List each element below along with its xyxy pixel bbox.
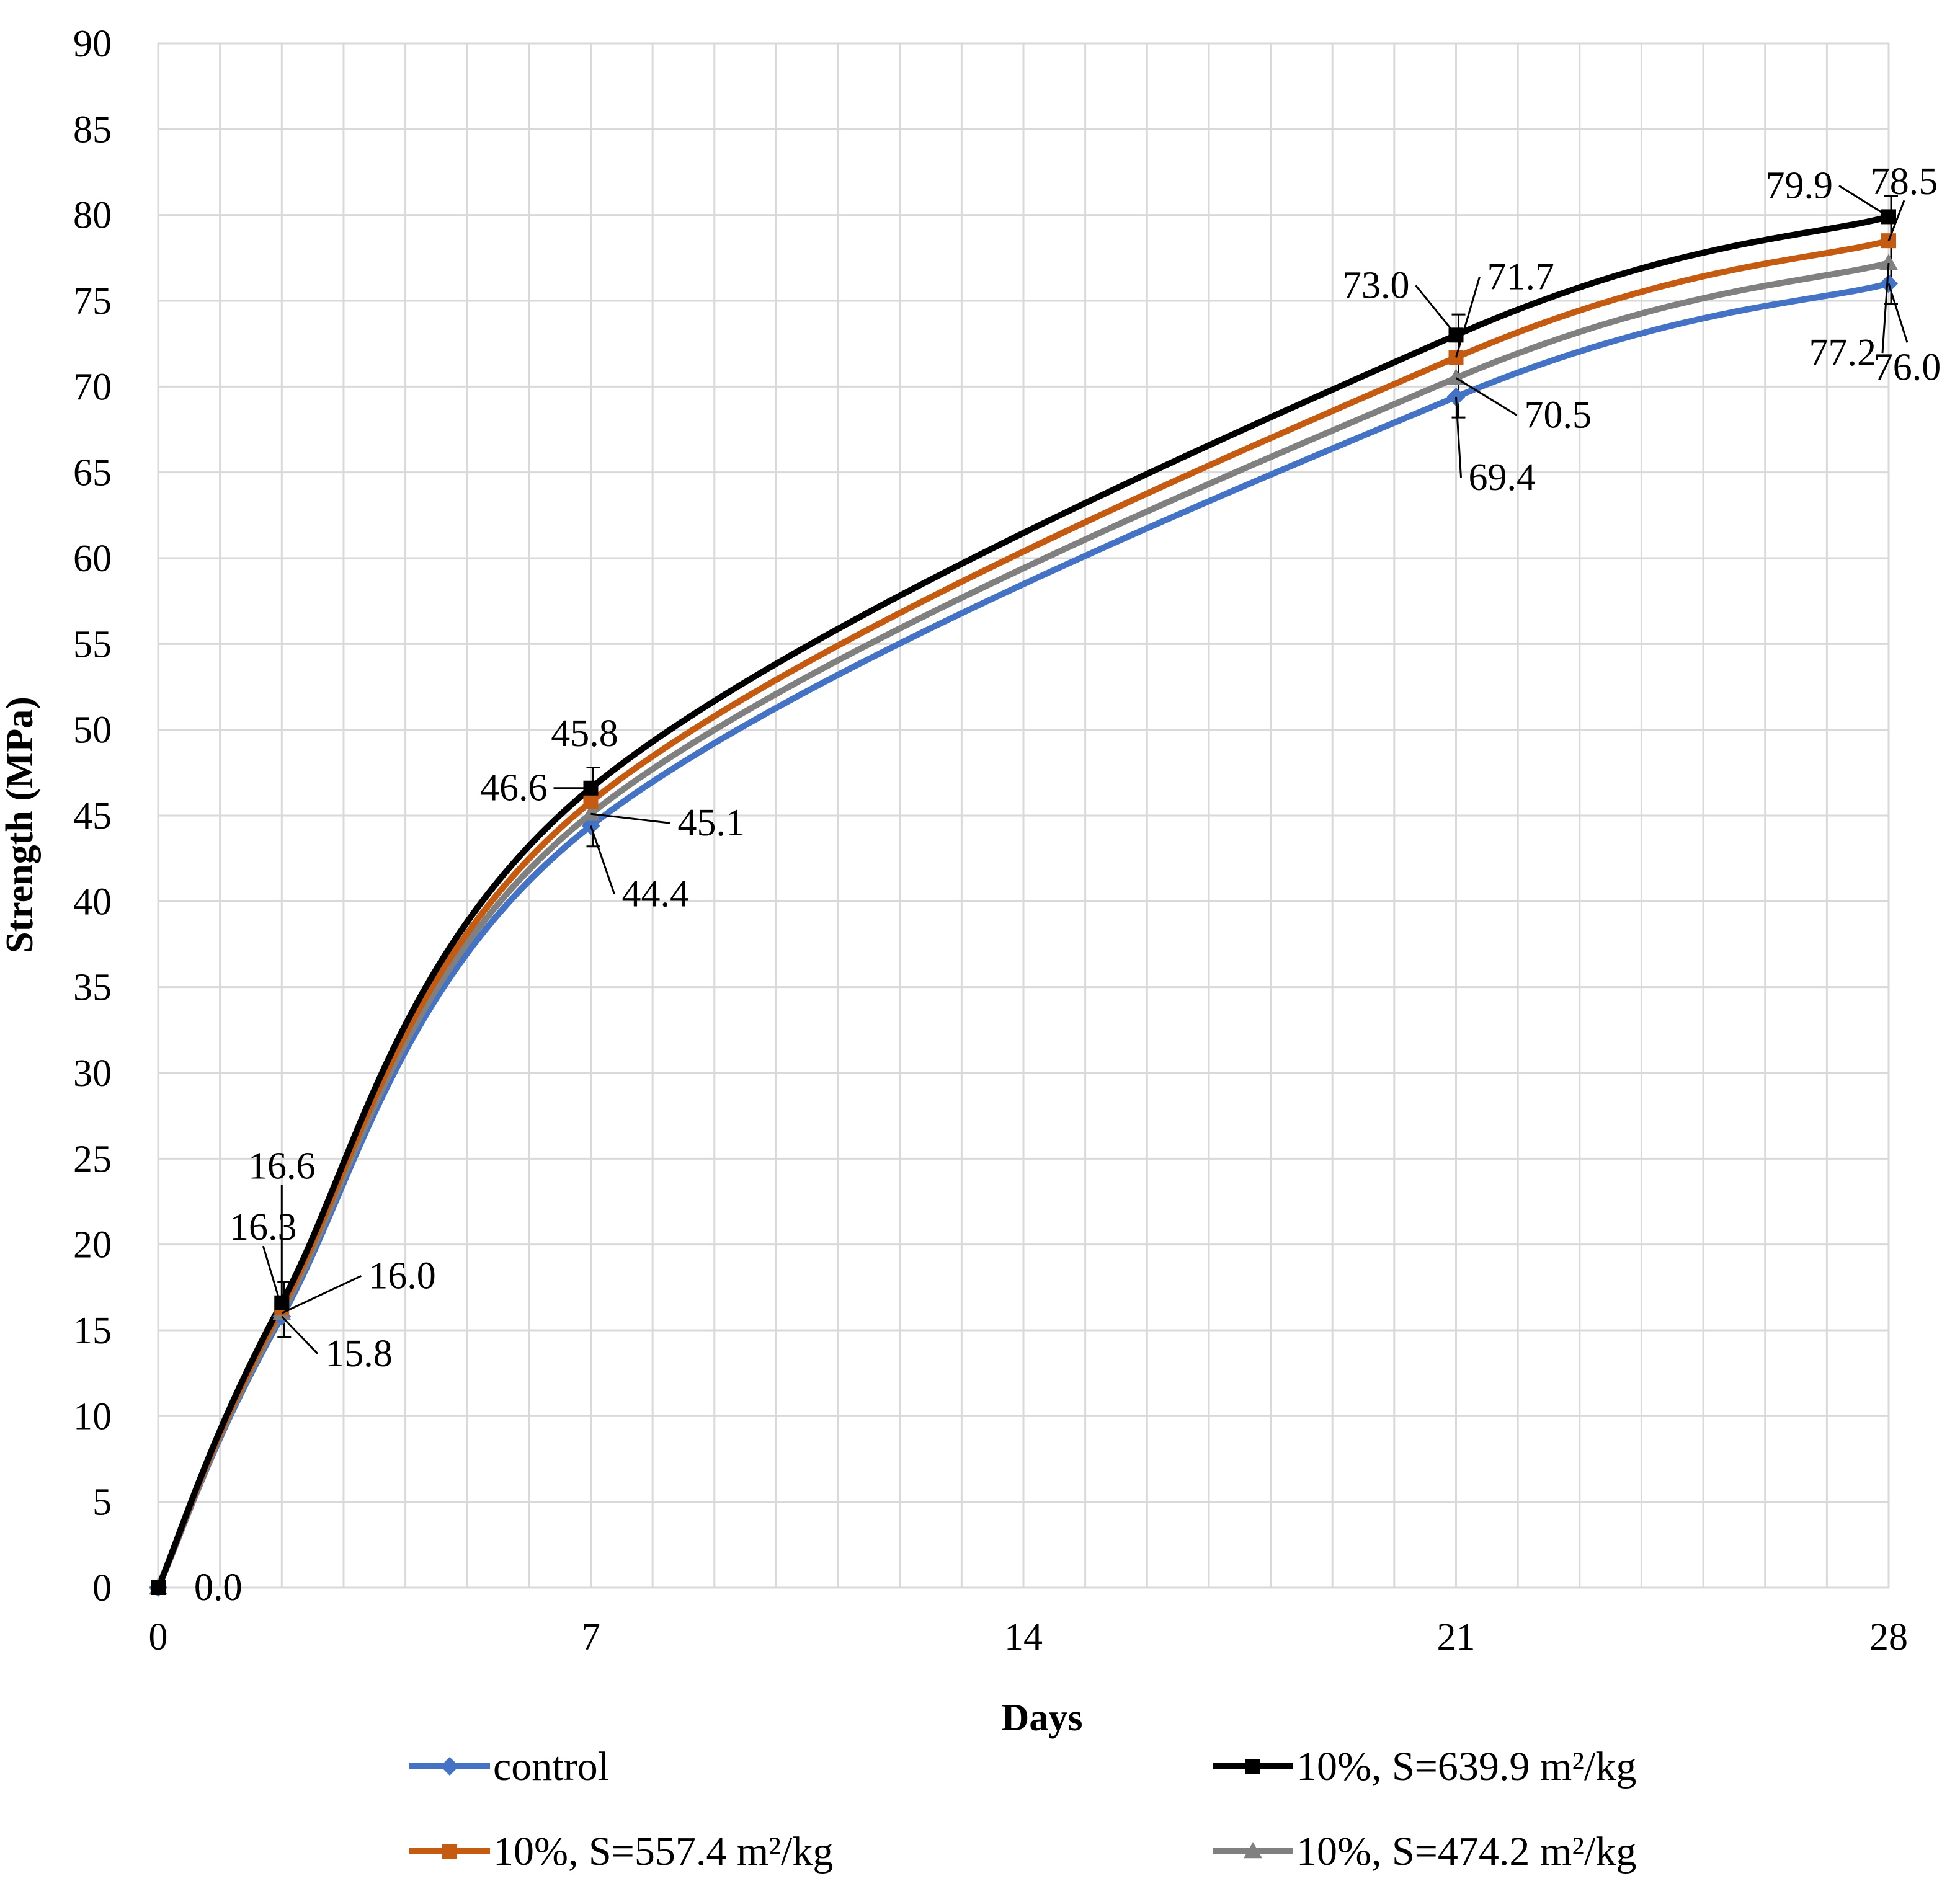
data-label: 16.0	[368, 1255, 436, 1297]
y-tick-label: 30	[73, 1052, 112, 1095]
data-label: 0.0	[194, 1567, 243, 1609]
series-lines	[155, 213, 1892, 1591]
data-label: 77.2	[1809, 332, 1877, 374]
y-tick-label: 60	[73, 538, 112, 580]
label-leader	[590, 812, 670, 824]
y-tick-label: 50	[73, 709, 112, 752]
y-tick-label: 80	[73, 195, 112, 237]
legend-label: 10%, S=639.9 m²/kg	[1296, 1744, 1636, 1789]
y-tick-label: 55	[73, 623, 112, 665]
label-leader	[1887, 200, 1905, 241]
x-tick-label: 0	[149, 1616, 168, 1658]
data-label: 45.8	[551, 713, 618, 755]
y-tick-label: 40	[73, 881, 112, 923]
y-tick-label: 90	[73, 23, 112, 65]
y-axis-title: Strength (MPa)	[0, 696, 41, 953]
x-tick-label: 14	[1004, 1616, 1043, 1658]
data-point	[1879, 254, 1898, 270]
data-point	[151, 1580, 166, 1595]
legend: control 10%, S=639.9 m²/kg 10%, S=557.4 m²…	[409, 1744, 1636, 1874]
label-leader	[262, 1245, 283, 1309]
y-tick-label: 15	[73, 1310, 112, 1352]
data-point	[581, 804, 600, 821]
data-labels: 0.00.00.00.016.616.316.015.845.846.645.1…	[194, 161, 1941, 1609]
x-tick-label: 21	[1437, 1616, 1476, 1658]
y-tick-label: 75	[73, 280, 112, 322]
data-label: 44.4	[622, 873, 690, 915]
data-label: 69.4	[1469, 456, 1536, 499]
y-tick-label: 65	[73, 452, 112, 494]
legend-swatch-marker	[1244, 1842, 1262, 1859]
data-label: 73.0	[1342, 264, 1410, 306]
data-label: 71.7	[1487, 256, 1555, 298]
label-leader	[1415, 285, 1457, 336]
legend-label: control	[493, 1744, 609, 1789]
legend-label: 10%, S=474.2 m²/kg	[1296, 1829, 1636, 1874]
data-point	[583, 794, 599, 809]
y-tick-label: 25	[73, 1138, 112, 1180]
y-tick-label: 10	[73, 1395, 112, 1438]
label-leader	[281, 1274, 362, 1314]
y-tick-label: 0	[92, 1567, 112, 1609]
data-label: 0.0	[194, 1567, 243, 1609]
legend-swatch-marker	[442, 1844, 457, 1859]
data-label: 45.1	[678, 802, 746, 844]
data-label: 79.9	[1766, 164, 1833, 207]
data-label: 15.8	[325, 1333, 393, 1375]
x-tick-label: 28	[1869, 1616, 1908, 1658]
data-label: 46.6	[480, 767, 548, 809]
legend-label: 10%, S=557.4 m²/kg	[493, 1829, 833, 1874]
label-leader	[1887, 283, 1909, 343]
label-leader	[1881, 263, 1890, 354]
label-leader	[1455, 377, 1518, 416]
y-axis-ticks: 0 5 10 15 20 25 30 35 40 45 50 55 60 65 70 75 80 85 90	[73, 23, 112, 1609]
x-axis-ticks: 0 7 14 21 28	[149, 1616, 1909, 1658]
data-label: 0.0	[194, 1567, 243, 1609]
x-axis-title: Days	[1002, 1697, 1083, 1739]
label-leader	[1838, 185, 1889, 218]
data-label: 78.5	[1871, 161, 1938, 203]
data-label: 0.0	[194, 1567, 243, 1609]
y-tick-label: 20	[73, 1224, 112, 1266]
data-label: 70.5	[1525, 394, 1592, 437]
label-leader	[590, 825, 615, 895]
gridlines	[157, 42, 1890, 1589]
label-leader	[281, 1315, 319, 1354]
y-tick-label: 5	[92, 1482, 112, 1524]
legend-swatch-marker	[1245, 1759, 1260, 1774]
y-tick-label: 85	[73, 109, 112, 151]
label-leader	[1455, 276, 1481, 358]
data-label: 16.3	[229, 1206, 297, 1248]
y-tick-label: 45	[73, 795, 112, 837]
y-tick-label: 35	[73, 967, 112, 1009]
x-tick-label: 7	[581, 1616, 600, 1658]
data-label-leaders	[262, 185, 1909, 1354]
data-label: 16.6	[248, 1145, 316, 1188]
label-leader	[1455, 396, 1462, 478]
data-label: 76.0	[1874, 346, 1941, 388]
y-tick-label: 70	[73, 366, 112, 408]
series-line	[155, 213, 1892, 1591]
legend-swatch-marker	[440, 1757, 459, 1776]
